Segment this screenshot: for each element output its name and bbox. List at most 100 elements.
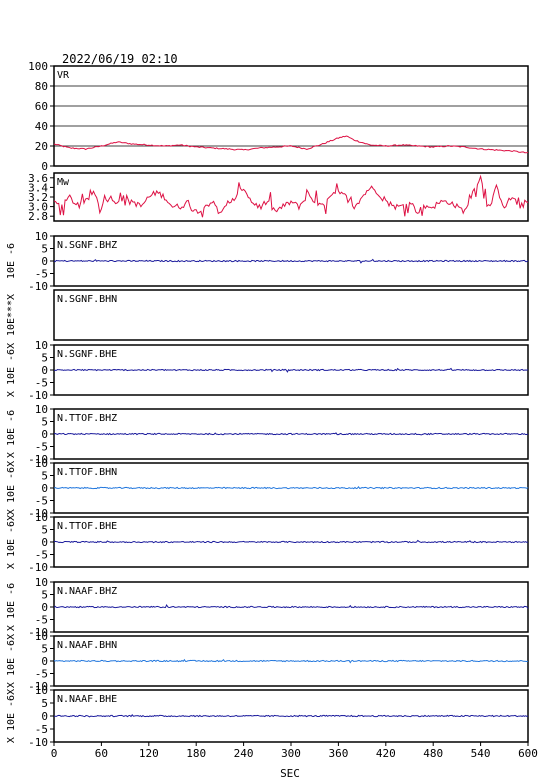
x-tick-label: 180: [186, 747, 206, 760]
panels-group: VR100806040200Mw3.63.43.23.02.8N.SGNF.BH…: [6, 60, 529, 749]
panel-label: N.TTOF.BHN: [57, 467, 117, 478]
panel-label: N.TTOF.BHE: [57, 521, 117, 532]
y-tick-label: 0: [41, 655, 48, 668]
y-axis-label: X 10E -6X: [6, 461, 17, 515]
y-tick-label: -10: [28, 736, 48, 749]
y-tick-label: 5: [41, 470, 48, 483]
y-tick-label: -5: [35, 495, 48, 508]
x-tick-label: 240: [234, 747, 254, 760]
y-tick-label: 40: [35, 120, 48, 133]
y-tick-label: 0: [41, 536, 48, 549]
y-tick-label: -5: [35, 377, 48, 390]
y-tick-label: 0: [41, 710, 48, 723]
y-tick-label: -5: [35, 668, 48, 681]
timestamp-label: 2022/06/19 02:10: [62, 52, 178, 66]
panel-frame: [53, 172, 529, 222]
y-tick-label: 5: [41, 352, 48, 365]
y-axis-label: X 10E -6: [6, 410, 17, 458]
panel-label: N.SGNF.BHN: [57, 294, 117, 305]
y-tick-label: 3.0: [28, 201, 48, 214]
y-tick-label: 10: [35, 339, 48, 352]
y-tick-label: 0: [41, 160, 48, 173]
x-tick-label: 60: [95, 747, 108, 760]
x-tick-label: 0: [51, 747, 58, 760]
y-tick-label: 0: [41, 601, 48, 614]
y-tick-label: 5: [41, 243, 48, 256]
x-axis: 0 60 120 180 240 300 360 420 480 540 600: [51, 742, 538, 760]
y-tick-label: -10: [28, 507, 48, 520]
y-axis-label: X 10E -6X: [6, 689, 17, 743]
y-tick-label: -5: [35, 549, 48, 562]
y-axis-label: X 10E -6: [6, 583, 17, 631]
x-tick-label: 600: [518, 747, 538, 760]
panel-label: N.NAAF.BHZ: [57, 586, 117, 597]
y-tick-label: 10: [35, 457, 48, 470]
y-tick-label: 60: [35, 100, 48, 113]
panel-label: N.SGNF.BHZ: [57, 240, 117, 251]
x-tick-label: 360: [328, 747, 348, 760]
x-tick-label: 540: [471, 747, 491, 760]
panel-label: N.TTOF.BHZ: [57, 413, 117, 424]
y-axis-label: 10E -6: [6, 243, 17, 279]
series-line: [53, 485, 529, 490]
y-axis-label: X 10E -6X: [6, 343, 17, 397]
y-tick-label: 5: [41, 416, 48, 429]
y-tick-label: 0: [41, 255, 48, 268]
y-tick-label: 10: [35, 403, 48, 416]
y-tick-label: -10: [28, 680, 48, 693]
series-line: [53, 258, 529, 264]
series-line: [53, 135, 529, 154]
y-tick-label: 5: [41, 524, 48, 537]
y-tick-label: 2.8: [28, 210, 48, 223]
y-tick-label: 5: [41, 589, 48, 602]
x-tick-label: 420: [376, 747, 396, 760]
y-tick-label: -10: [28, 561, 48, 574]
y-tick-label: 0: [41, 482, 48, 495]
y-tick-label: -10: [28, 280, 48, 293]
series-line: [53, 539, 529, 544]
y-tick-label: -5: [35, 441, 48, 454]
y-tick-label: -5: [35, 268, 48, 281]
y-tick-label: 10: [35, 684, 48, 697]
y-tick-label: -10: [28, 453, 48, 466]
y-tick-label: 3.2: [28, 191, 48, 204]
x-tick-label: 120: [139, 747, 159, 760]
y-tick-label: -10: [28, 626, 48, 639]
y-tick-label: 100: [28, 60, 48, 73]
y-tick-label: 0: [41, 428, 48, 441]
panel-n-sgnf-bhn: N.SGNF.BHN 10E***X: [6, 289, 529, 341]
y-tick-label: 3.6: [28, 172, 48, 185]
y-tick-label: 10: [35, 230, 48, 243]
panel-mw: Mw 3.63.43.23.02.8: [28, 172, 529, 223]
y-tick-label: 10: [35, 576, 48, 589]
series-line: [53, 174, 529, 218]
y-axis-label: X 10E -6X: [6, 515, 17, 569]
y-tick-label: 80: [35, 80, 48, 93]
y-tick-label: -5: [35, 723, 48, 736]
panel-label: N.NAAF.BHN: [57, 640, 117, 651]
y-tick-label: 3.4: [28, 181, 48, 194]
panel-frame: [53, 289, 529, 341]
panel-frame: [53, 65, 529, 167]
series-line: [54, 713, 529, 718]
x-axis-title: SEC: [280, 767, 300, 780]
panel-label: VR: [57, 70, 70, 81]
y-axis-label: X 10E -6X: [6, 634, 17, 688]
y-tick-label: 0: [41, 364, 48, 377]
x-tick-label: 300: [281, 747, 301, 760]
panel-label: N.NAAF.BHE: [57, 694, 117, 705]
panel-vr: VR 100 80 60 40 20 0: [28, 60, 529, 173]
y-axis-label: 10E***X: [6, 294, 17, 336]
y-tick-label: 20: [35, 140, 48, 153]
series-line: [53, 603, 529, 609]
y-tick-label: 5: [41, 697, 48, 710]
